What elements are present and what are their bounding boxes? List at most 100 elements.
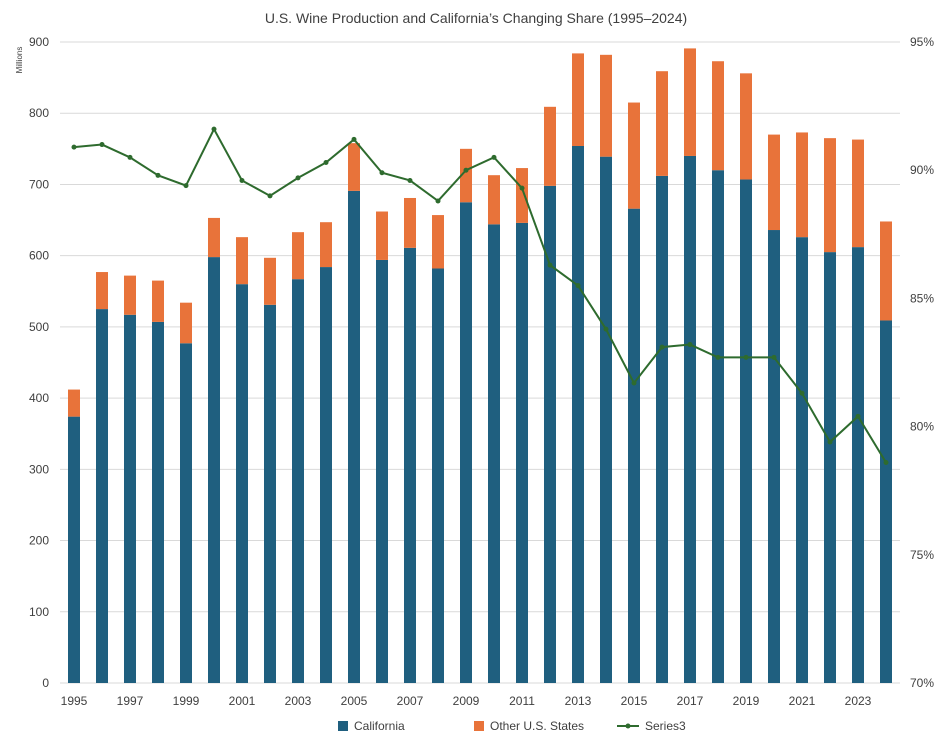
series3-point: [687, 342, 693, 348]
bar-other-u-s-states: [348, 143, 360, 191]
bar-california: [824, 252, 836, 683]
bar-other-u-s-states: [68, 389, 80, 417]
legend-swatch: [474, 721, 484, 731]
series3-point: [295, 175, 301, 181]
series3-point: [463, 167, 469, 173]
bar-california: [460, 202, 472, 683]
legend-label: Series3: [645, 719, 686, 733]
bar-other-u-s-states: [852, 139, 864, 248]
bar-california: [236, 284, 248, 683]
x-tick-label: 2017: [677, 694, 704, 708]
x-tick-label: 2021: [789, 694, 816, 708]
series3-point: [883, 459, 889, 465]
bar-other-u-s-states: [404, 197, 416, 248]
series3-point: [155, 172, 161, 178]
bar-other-u-s-states: [264, 257, 276, 305]
bar-other-u-s-states: [740, 73, 752, 180]
x-tick-label: 2023: [845, 694, 872, 708]
series3-point: [771, 354, 777, 360]
bar-california: [544, 185, 556, 683]
y-tick-label: 100: [29, 605, 49, 619]
bar-california: [768, 230, 780, 683]
bar-california: [292, 279, 304, 683]
bar-california: [852, 247, 864, 683]
bar-california: [880, 320, 892, 683]
series3-point: [239, 177, 245, 183]
bar-california: [572, 145, 584, 684]
legend-swatch: [338, 721, 348, 731]
series3-point: [547, 262, 553, 268]
gridlines: [60, 41, 900, 684]
y-axis-ticks: 0 100 200 300 400 500 600 700 800 900: [29, 35, 49, 690]
x-tick-label: 1995: [61, 694, 88, 708]
x-tick-label: 2013: [565, 694, 592, 708]
legend-label: California: [354, 719, 405, 733]
bar-california: [796, 237, 808, 683]
y-tick-label: 400: [29, 391, 49, 405]
bar-other-u-s-states: [208, 217, 220, 258]
bar-california: [404, 247, 416, 684]
bar-other-u-s-states: [516, 168, 528, 223]
x-tick-label: 1997: [117, 694, 144, 708]
x-tick-label: 2003: [285, 694, 312, 708]
bar-california: [96, 309, 108, 683]
y2-tick-label: 95%: [910, 35, 934, 49]
bar-california: [712, 170, 724, 683]
bar-california: [124, 314, 136, 683]
x-tick-label: 2011: [509, 694, 535, 708]
bar-other-u-s-states: [488, 175, 500, 225]
bar-california: [68, 416, 80, 683]
bar-other-u-s-states: [96, 272, 108, 310]
series3-point: [659, 344, 665, 350]
y-tick-label: 200: [29, 534, 49, 548]
y-axis-unit-label: Millions: [15, 47, 24, 74]
series3-point: [127, 154, 133, 160]
series3-point: [323, 160, 329, 166]
bar-california: [628, 208, 640, 683]
series3-point: [491, 154, 497, 160]
x-tick-label: 2007: [397, 694, 424, 708]
bar-other-u-s-states: [236, 237, 248, 285]
x-tick-label: 2009: [453, 694, 480, 708]
secondary-y-axis-ticks: 70% 75% 80% 85% 90% 95%: [910, 35, 934, 690]
bar-other-u-s-states: [544, 106, 556, 186]
series3-point: [211, 126, 217, 132]
bars: [68, 48, 892, 684]
series3-point: [743, 354, 749, 360]
y-tick-label: 0: [42, 676, 49, 690]
series3-point: [183, 183, 189, 189]
bar-other-u-s-states: [180, 302, 192, 344]
bar-other-u-s-states: [572, 53, 584, 146]
bar-california: [152, 321, 164, 683]
y-tick-label: 600: [29, 249, 49, 263]
bar-other-u-s-states: [376, 211, 388, 260]
legend: California Other U.S. States Series3: [338, 719, 686, 733]
y-tick-label: 300: [29, 462, 49, 476]
bar-california: [740, 179, 752, 683]
x-tick-label: 2019: [733, 694, 760, 708]
bar-california: [320, 267, 332, 683]
series3-point: [631, 380, 637, 386]
series3-point: [379, 170, 385, 176]
series3-point: [71, 144, 77, 150]
series3-point: [715, 354, 721, 360]
y-tick-label: 500: [29, 320, 49, 334]
bar-california: [488, 224, 500, 683]
legend-label: Other U.S. States: [490, 719, 584, 733]
bar-other-u-s-states: [712, 61, 724, 171]
series3-line: [71, 126, 889, 465]
y2-tick-label: 70%: [910, 676, 934, 690]
series3-point: [799, 390, 805, 396]
bar-other-u-s-states: [432, 215, 444, 269]
series3-point: [407, 177, 413, 183]
series3-point: [267, 193, 273, 199]
bar-california: [208, 257, 220, 683]
y-tick-label: 900: [29, 35, 49, 49]
bar-california: [600, 156, 612, 683]
y2-tick-label: 85%: [910, 291, 934, 305]
series3-point: [855, 413, 861, 419]
bar-other-u-s-states: [460, 148, 472, 203]
series3-point: [519, 185, 525, 191]
y-tick-label: 800: [29, 106, 49, 120]
